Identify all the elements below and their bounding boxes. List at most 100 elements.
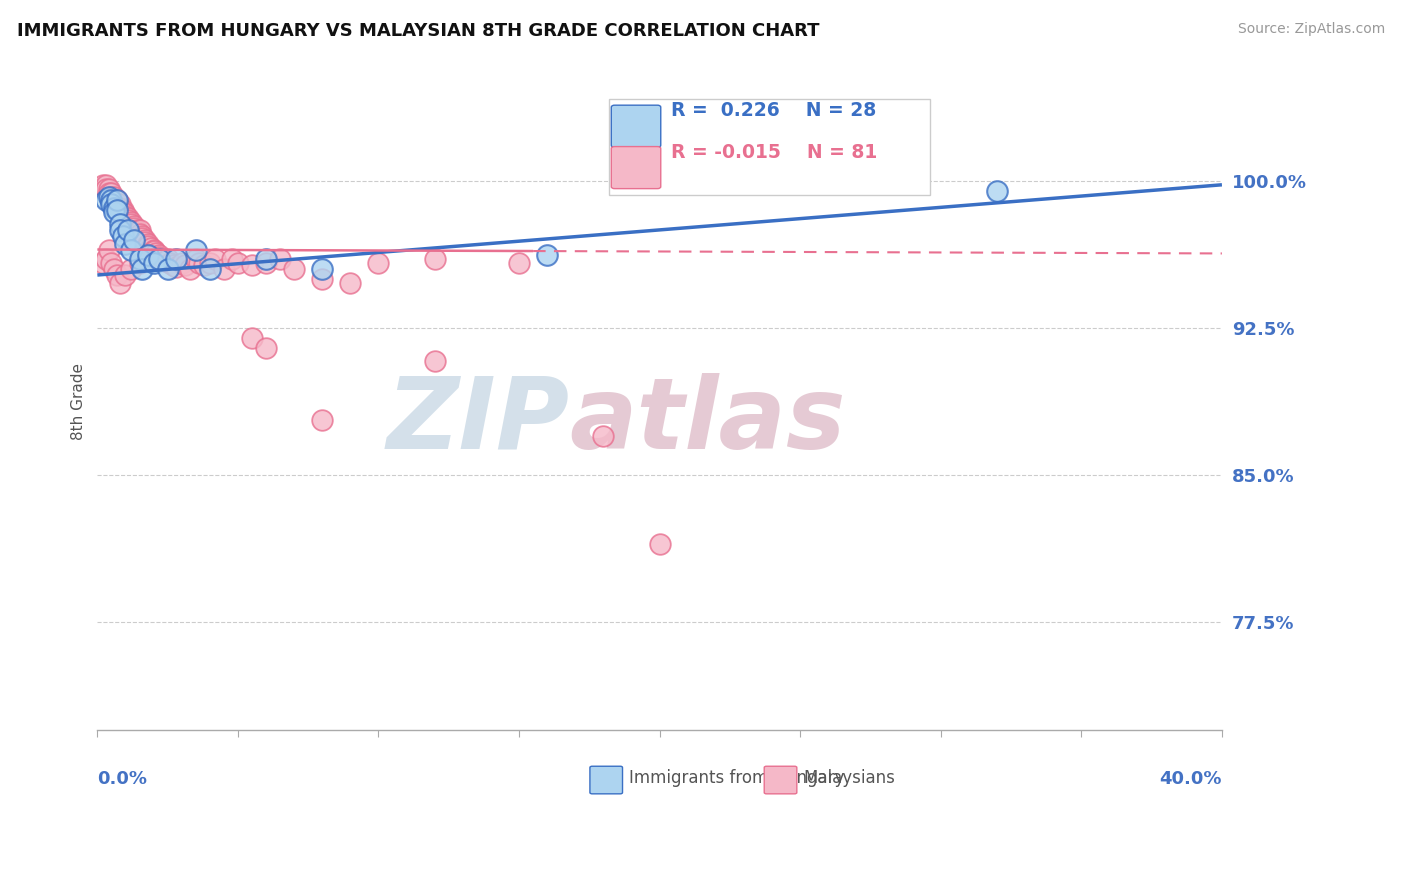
Point <box>120 262 142 277</box>
Point <box>108 276 131 290</box>
FancyBboxPatch shape <box>612 105 661 147</box>
Point <box>94 252 117 267</box>
Point <box>111 205 134 219</box>
Point <box>105 194 128 208</box>
Point <box>122 219 145 233</box>
Point <box>125 223 148 237</box>
Point <box>179 262 201 277</box>
Point <box>311 413 333 427</box>
Point <box>111 228 134 243</box>
Point <box>145 246 167 260</box>
Point <box>142 243 165 257</box>
Point <box>592 429 614 443</box>
Point <box>136 236 159 251</box>
Point <box>103 189 125 203</box>
Point <box>103 205 125 219</box>
Point <box>128 256 150 270</box>
Point <box>198 262 221 277</box>
Point <box>114 207 136 221</box>
Point <box>240 258 263 272</box>
Point <box>103 202 125 216</box>
Point <box>536 248 558 262</box>
Point <box>108 202 131 216</box>
Point <box>254 256 277 270</box>
Point <box>139 241 162 255</box>
Point <box>153 254 176 268</box>
Point <box>117 223 139 237</box>
Point <box>986 184 1008 198</box>
Text: IMMIGRANTS FROM HUNGARY VS MALAYSIAN 8TH GRADE CORRELATION CHART: IMMIGRANTS FROM HUNGARY VS MALAYSIAN 8TH… <box>17 22 820 40</box>
Point <box>100 256 122 270</box>
Point <box>165 260 187 275</box>
FancyBboxPatch shape <box>612 146 661 188</box>
Point <box>114 236 136 251</box>
Point <box>122 221 145 235</box>
Point <box>117 211 139 226</box>
Point <box>254 341 277 355</box>
Point <box>120 215 142 229</box>
Point <box>184 252 207 267</box>
Point <box>240 331 263 345</box>
Point <box>128 227 150 241</box>
Point <box>367 256 389 270</box>
Point <box>159 256 181 270</box>
Point <box>105 268 128 282</box>
Point <box>120 217 142 231</box>
Point <box>114 209 136 223</box>
Point <box>97 186 120 200</box>
FancyBboxPatch shape <box>609 99 929 194</box>
Point <box>131 228 153 243</box>
Point <box>423 252 446 267</box>
Point <box>100 186 122 200</box>
Point <box>187 256 209 270</box>
Point <box>100 194 122 208</box>
Point <box>134 233 156 247</box>
Point <box>165 252 187 267</box>
Point <box>108 217 131 231</box>
Point <box>91 178 114 192</box>
Point <box>136 238 159 252</box>
Point <box>142 244 165 259</box>
Point <box>91 256 114 270</box>
Text: 0.0%: 0.0% <box>97 770 148 788</box>
Point <box>105 197 128 211</box>
Text: Malaysians: Malaysians <box>804 769 896 787</box>
Point <box>221 252 243 267</box>
Point <box>117 213 139 227</box>
Point <box>128 223 150 237</box>
Point <box>150 252 173 267</box>
Point <box>97 189 120 203</box>
Text: R = -0.015    N = 81: R = -0.015 N = 81 <box>671 144 877 162</box>
Text: ZIP: ZIP <box>387 373 569 470</box>
Text: atlas: atlas <box>569 373 846 470</box>
Point <box>156 252 179 267</box>
Point <box>193 258 215 272</box>
FancyBboxPatch shape <box>591 766 623 794</box>
Point <box>97 243 120 257</box>
Y-axis label: 8th Grade: 8th Grade <box>72 363 86 440</box>
Text: Source: ZipAtlas.com: Source: ZipAtlas.com <box>1237 22 1385 37</box>
Point <box>131 262 153 277</box>
Point <box>108 197 131 211</box>
Point <box>94 182 117 196</box>
Point <box>254 252 277 267</box>
Point <box>173 258 195 272</box>
Point <box>148 248 170 262</box>
Point <box>120 243 142 257</box>
Text: 40.0%: 40.0% <box>1160 770 1222 788</box>
FancyBboxPatch shape <box>765 766 797 794</box>
Point <box>311 262 333 277</box>
Text: Immigrants from Hungary: Immigrants from Hungary <box>630 769 845 787</box>
Point <box>131 231 153 245</box>
Point <box>148 252 170 267</box>
Point <box>128 252 150 267</box>
Point <box>114 268 136 282</box>
Point <box>103 194 125 208</box>
Point <box>111 203 134 218</box>
Point <box>122 233 145 247</box>
Point <box>198 256 221 270</box>
Point <box>311 272 333 286</box>
Point <box>94 194 117 208</box>
Point <box>204 252 226 267</box>
Point <box>125 225 148 239</box>
